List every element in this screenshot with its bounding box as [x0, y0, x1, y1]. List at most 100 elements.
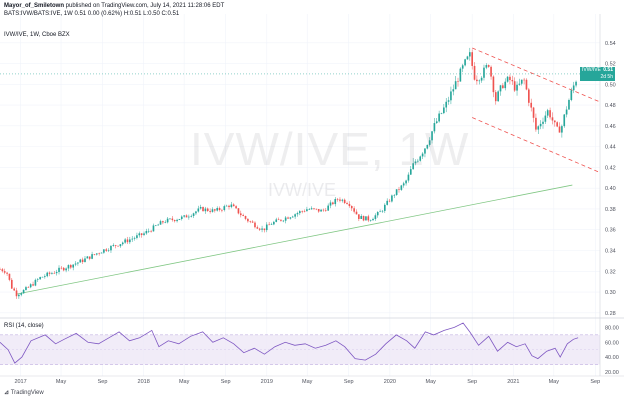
x-tick-label: 2019 [261, 379, 273, 385]
candle-body [478, 80, 481, 82]
candle-body [110, 245, 112, 251]
candle-body [44, 276, 46, 277]
candle-body [265, 224, 268, 231]
x-tick-label: May [425, 379, 436, 385]
candle-body [320, 209, 322, 212]
candle-body [114, 245, 117, 246]
candle-body [261, 228, 263, 230]
candle-body [310, 208, 313, 210]
candle-body [178, 219, 181, 220]
candle-body [433, 123, 436, 132]
candle-body [95, 253, 98, 255]
candle-body [48, 272, 51, 274]
candle-body [199, 207, 202, 209]
chart-header-title: Mayor_of_Smiletown published on TradingV… [4, 2, 224, 10]
candle-body [192, 213, 195, 216]
candle-body [74, 263, 77, 265]
candle-body [520, 79, 523, 84]
candle-body [299, 211, 301, 214]
candle-body [492, 76, 495, 93]
y-tick-label: 0.34 [605, 248, 616, 254]
candle-body [516, 84, 518, 91]
candle-body [546, 110, 549, 116]
candle-body [6, 272, 8, 274]
candle-body [572, 85, 575, 91]
rsi-band [0, 334, 600, 365]
candle-body [10, 279, 13, 289]
x-tick-label: 2017 [14, 379, 26, 385]
tradingview-logo[interactable]: ⊿ TradingView [4, 389, 44, 396]
candle-body [251, 221, 254, 223]
rsi-tick-label: 80.00 [605, 325, 619, 331]
candle-body [506, 76, 509, 82]
candle-body [79, 259, 82, 263]
y-tick-label: 0.32 [605, 269, 616, 275]
y-tick-label: 0.40 [605, 186, 616, 192]
candle-body [173, 220, 176, 222]
candle-body [539, 123, 542, 127]
candle-body [428, 140, 431, 145]
candle-body [228, 205, 230, 208]
candle-body [39, 277, 41, 280]
candle-body [450, 91, 452, 101]
candle-body [464, 59, 466, 66]
candle-body [362, 216, 365, 221]
candle-body [277, 219, 280, 221]
candle-body [98, 253, 100, 254]
x-tick-label: 2020 [384, 379, 396, 385]
candle-body [339, 199, 341, 201]
candle-body [558, 126, 561, 133]
candle-body [230, 204, 233, 208]
candle-body [431, 131, 433, 141]
author-name[interactable]: Mayor_of_Smiletown [4, 3, 65, 9]
rsi-tick-label: 20.00 [605, 370, 619, 376]
candle-body [523, 79, 525, 81]
candle-body [133, 237, 136, 239]
candle-body [55, 272, 58, 274]
candle-body [513, 81, 516, 91]
y-tick-label: 0.42 [605, 165, 616, 171]
candle-body [407, 174, 410, 181]
support-trendline [16, 184, 573, 295]
rsi-label[interactable]: RSI (14, close) [4, 323, 44, 329]
candle-body [29, 284, 32, 288]
rsi-series [0, 322, 579, 364]
candle-body [386, 200, 389, 205]
candle-body [65, 268, 67, 271]
candle-body [440, 113, 443, 114]
candle-body [204, 208, 207, 212]
candle-body [336, 199, 339, 200]
symbol-label[interactable]: IVW/IVE, 1W, Cboe BZX [4, 32, 70, 38]
candle-body [400, 185, 403, 190]
y-tick-label: 0.36 [605, 228, 616, 234]
candle-body [112, 245, 115, 246]
candle-body [315, 208, 318, 210]
candle-series [0, 47, 577, 299]
candle-body [263, 228, 266, 231]
candle-body [565, 109, 568, 115]
candle-body [454, 81, 457, 90]
last-price-label: IVW/IVE 0.51 2d 5h [580, 66, 615, 81]
candle-body [124, 239, 126, 243]
candle-body [60, 267, 63, 269]
candle-body [197, 208, 200, 212]
x-tick-label: 2021 [507, 379, 519, 385]
candle-body [214, 209, 216, 211]
candle-body [126, 239, 129, 243]
candle-body [511, 80, 514, 82]
candle-body [365, 216, 367, 221]
candle-body [502, 85, 504, 89]
candle-body [383, 204, 386, 211]
candle-body [70, 265, 72, 268]
y-tick-label: 0.54 [605, 41, 616, 47]
candle-body [81, 259, 84, 262]
candle-body [355, 211, 358, 215]
candle-body [324, 210, 327, 211]
candle-body [494, 92, 497, 102]
candle-body [247, 218, 249, 222]
candle-body [306, 209, 308, 212]
candle-body [183, 215, 185, 217]
candle-body [471, 52, 474, 66]
candle-body [360, 216, 363, 219]
